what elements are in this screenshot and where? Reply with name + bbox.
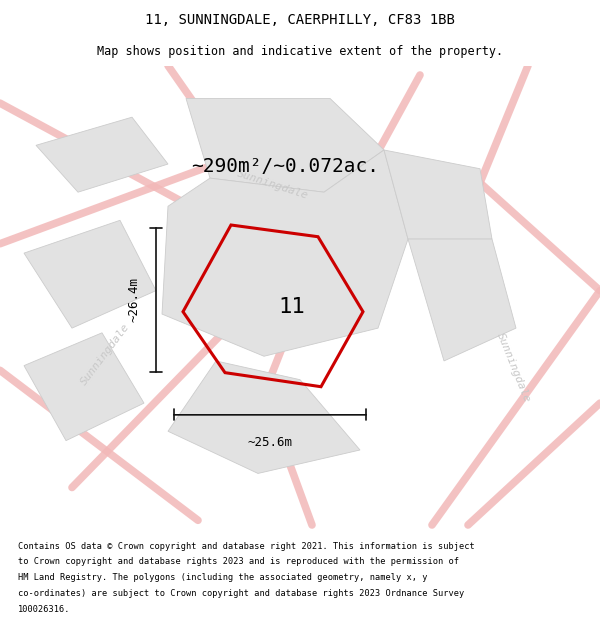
Polygon shape xyxy=(186,98,384,192)
Text: ~26.4m: ~26.4m xyxy=(128,278,141,322)
Polygon shape xyxy=(168,361,360,474)
Text: Sunningdale: Sunningdale xyxy=(236,169,310,201)
Text: 100026316.: 100026316. xyxy=(18,605,71,614)
Text: co-ordinates) are subject to Crown copyright and database rights 2023 Ordnance S: co-ordinates) are subject to Crown copyr… xyxy=(18,589,464,598)
Polygon shape xyxy=(24,220,156,328)
Text: Sunningdale: Sunningdale xyxy=(494,332,532,404)
Text: ~25.6m: ~25.6m xyxy=(248,436,293,449)
Text: 11: 11 xyxy=(278,298,305,318)
Text: to Crown copyright and database rights 2023 and is reproduced with the permissio: to Crown copyright and database rights 2… xyxy=(18,558,459,566)
Text: Map shows position and indicative extent of the property.: Map shows position and indicative extent… xyxy=(97,45,503,58)
Text: Sunningdale: Sunningdale xyxy=(79,321,131,387)
Text: Contains OS data © Crown copyright and database right 2021. This information is : Contains OS data © Crown copyright and d… xyxy=(18,542,475,551)
Text: 11, SUNNINGDALE, CAERPHILLY, CF83 1BB: 11, SUNNINGDALE, CAERPHILLY, CF83 1BB xyxy=(145,12,455,27)
Text: HM Land Registry. The polygons (including the associated geometry, namely x, y: HM Land Registry. The polygons (includin… xyxy=(18,573,427,582)
Polygon shape xyxy=(24,332,144,441)
Polygon shape xyxy=(408,239,516,361)
Polygon shape xyxy=(384,150,492,239)
Text: ~290m²/~0.072ac.: ~290m²/~0.072ac. xyxy=(191,157,379,176)
Polygon shape xyxy=(162,150,408,356)
Polygon shape xyxy=(36,118,168,192)
